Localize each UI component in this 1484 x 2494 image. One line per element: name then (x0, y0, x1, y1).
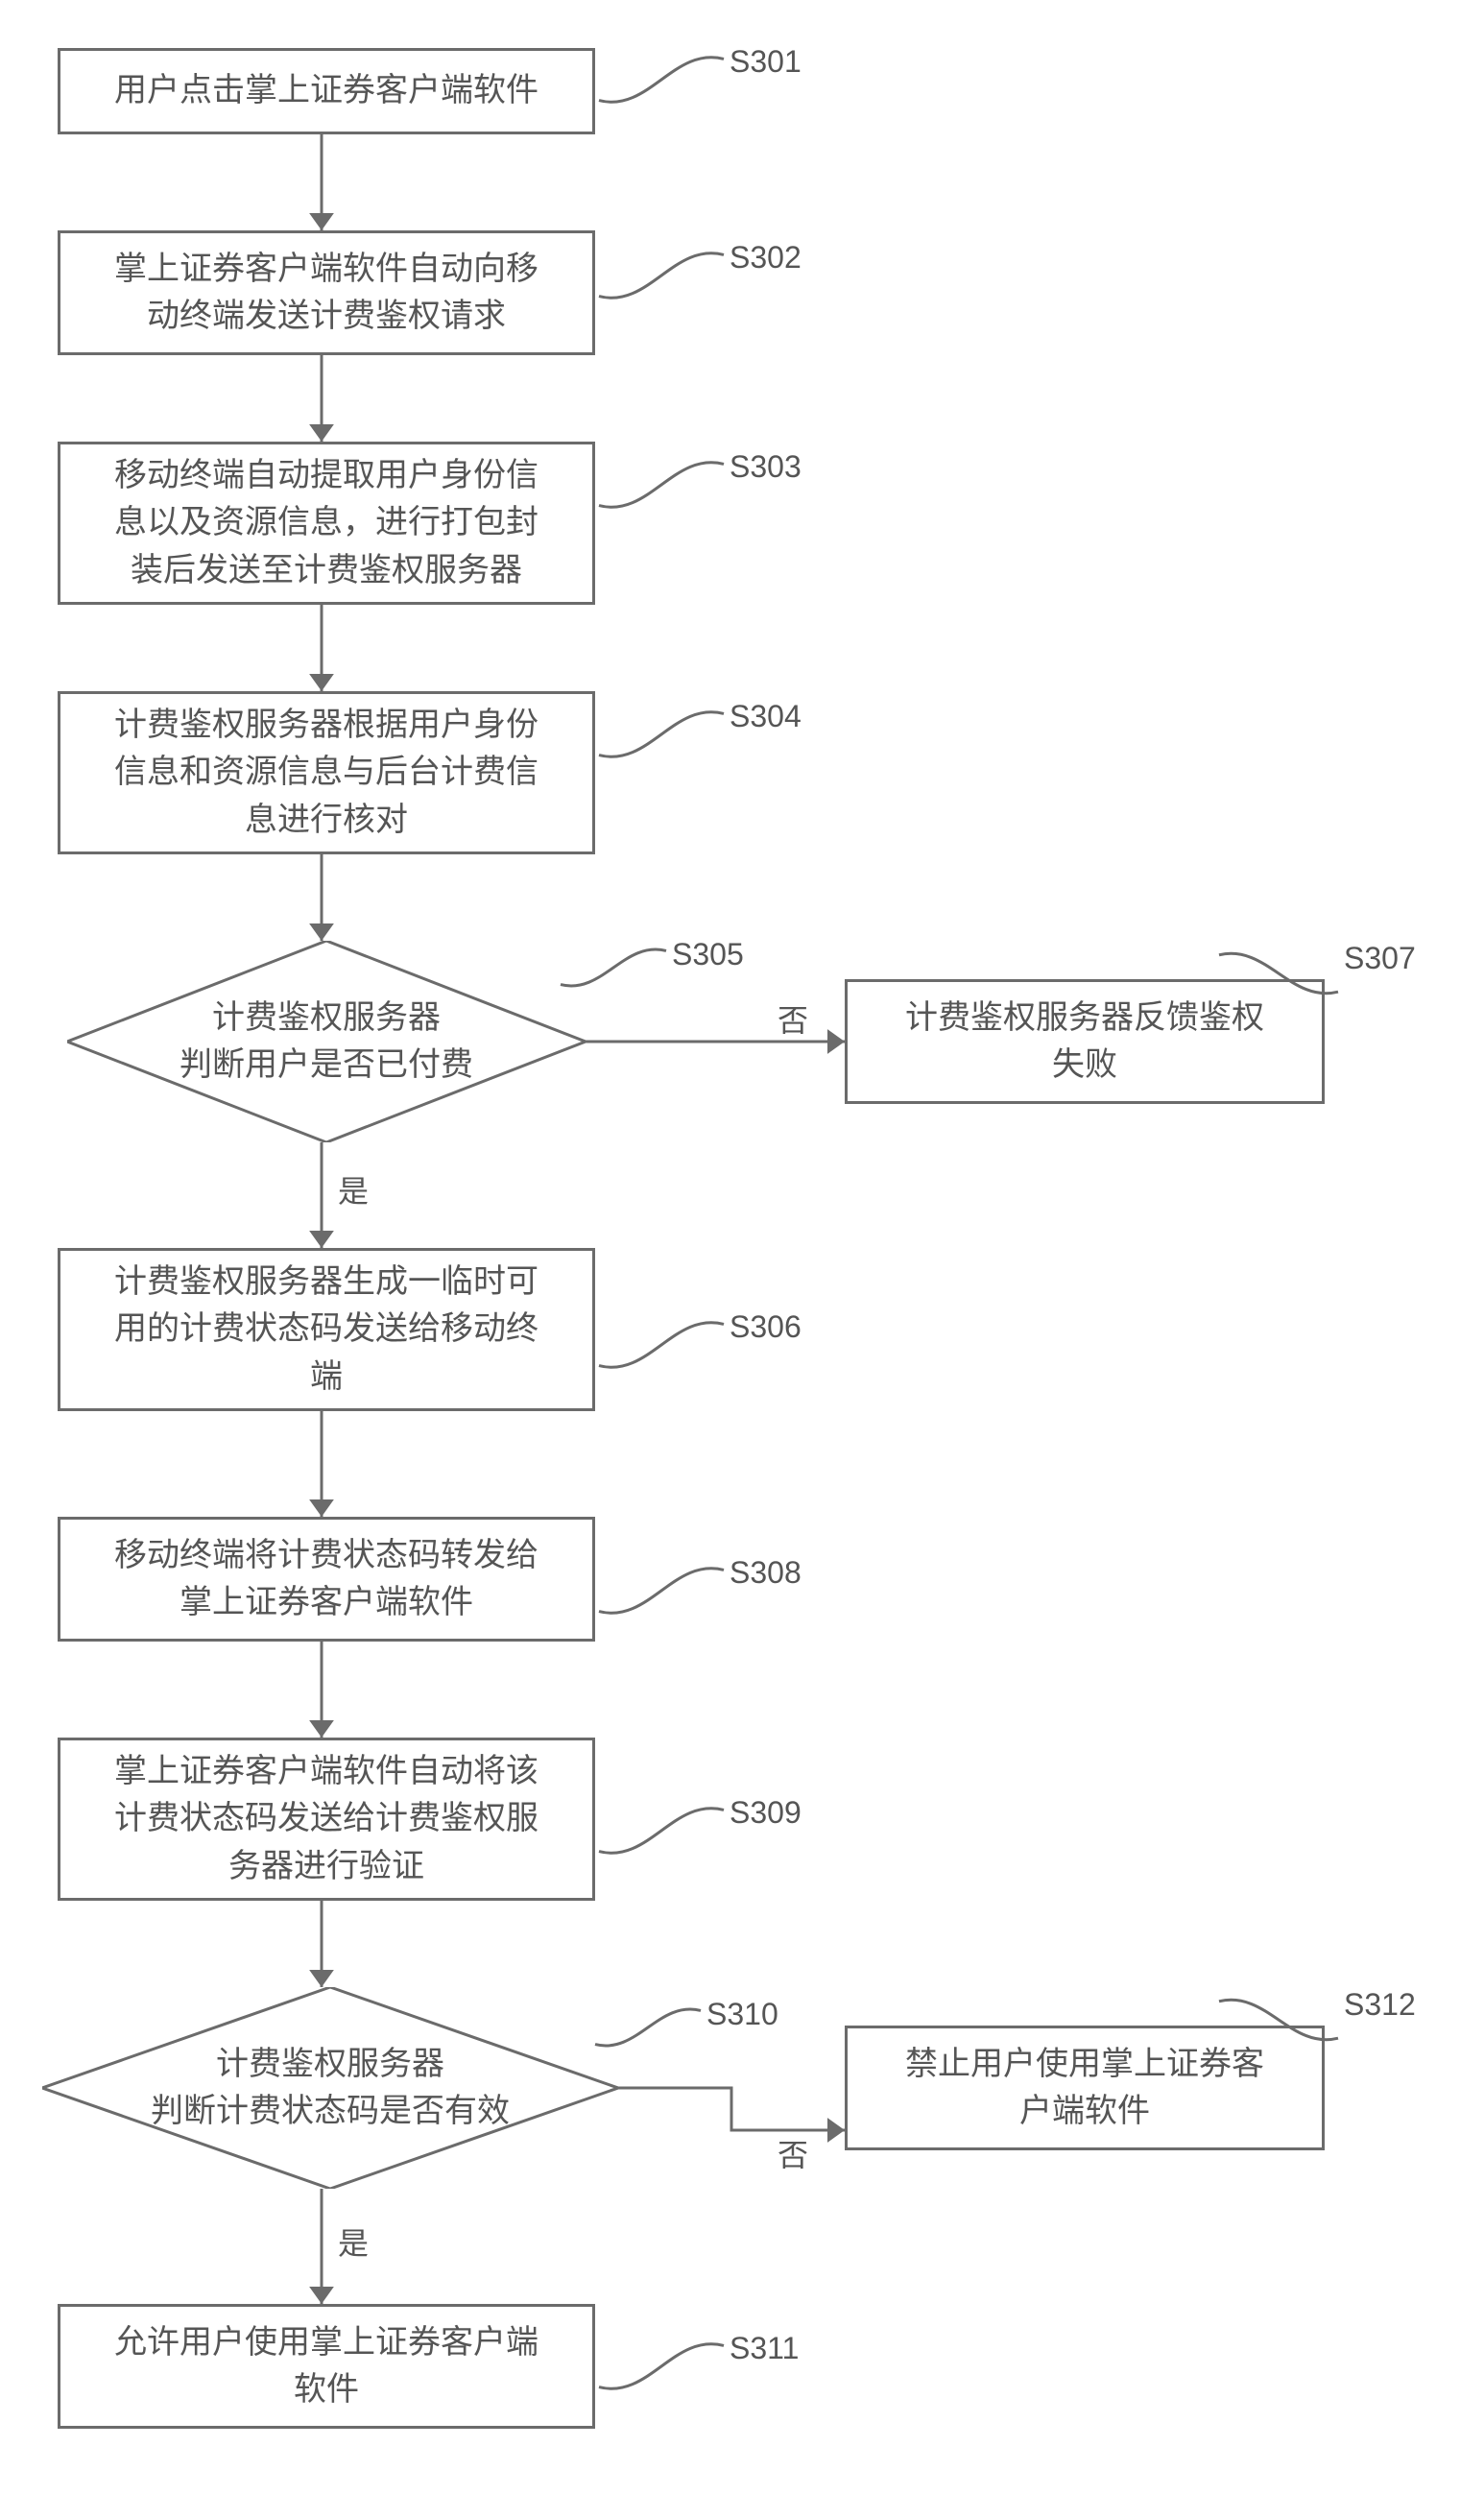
process-s303: 移动终端自动提取用户身份信息以及资源信息，进行打包封装后发送至计费鉴权服务器 (58, 442, 595, 605)
process-text: 计费鉴权服务器根据用户身份信息和资源信息与后台计费信息进行核对 (114, 702, 539, 844)
step-label-s312: S312 (1344, 1987, 1416, 2023)
flowchart-root: 用户点击掌上证券客户端软件掌上证券客户端软件自动向移动终端发送计费鉴权请求移动终… (19, 19, 1465, 2475)
edge-label-s310_yes: 是 (338, 2219, 369, 2264)
arrow-right (599, 2069, 864, 2149)
decision-text: 计费鉴权服务器判断计费状态码是否有效 (42, 1987, 618, 2189)
step-label-s303: S303 (730, 449, 802, 485)
arrow-down (302, 586, 341, 710)
leader-curve (599, 2340, 724, 2392)
decision-s305: 计费鉴权服务器判断用户是否已付费 (67, 941, 586, 1142)
process-s306: 计费鉴权服务器生成一临时可用的计费状态码发送给移动终端 (58, 1248, 595, 1411)
arrow-right (566, 1022, 864, 1061)
arrow-down (302, 1392, 341, 1536)
leader-curve (1219, 950, 1338, 996)
arrow-down (302, 336, 341, 461)
process-text: 移动终端自动提取用户身份信息以及资源信息，进行打包封装后发送至计费鉴权服务器 (114, 452, 539, 594)
step-label-s301: S301 (730, 44, 802, 80)
process-s312: 禁止用户使用掌上证券客户端软件 (845, 2026, 1325, 2150)
leader-curve (599, 1565, 724, 1617)
step-label-s308: S308 (730, 1555, 802, 1591)
leader-curve (599, 54, 724, 106)
process-text: 禁止用户使用掌上证券客户端软件 (905, 2041, 1264, 2136)
process-s309: 掌上证券客户端软件自动将该计费状态码发送给计费鉴权服务器进行验证 (58, 1738, 595, 1901)
leader-curve (599, 459, 724, 511)
leader-curve (599, 1805, 724, 1857)
process-text: 掌上证券客户端软件自动向移动终端发送计费鉴权请求 (114, 246, 539, 341)
process-text: 计费鉴权服务器生成一临时可用的计费状态码发送给移动终端 (114, 1259, 539, 1401)
leader-curve (1219, 1997, 1338, 2043)
leader-curve (599, 1319, 724, 1371)
arrow-down (302, 1123, 341, 1267)
step-label-s304: S304 (730, 699, 802, 734)
process-s307: 计费鉴权服务器反馈鉴权失败 (845, 979, 1325, 1104)
step-label-s311: S311 (730, 2331, 799, 2366)
edge-label-s305_yes: 是 (338, 1167, 369, 1211)
step-label-s306: S306 (730, 1309, 802, 1345)
process-text: 允许用户使用掌上证券客户端软件 (114, 2319, 539, 2414)
leader-curve (599, 708, 724, 760)
arrow-down (302, 115, 341, 250)
process-text: 计费鉴权服务器反馈鉴权失败 (905, 995, 1264, 1090)
step-label-s310: S310 (706, 1997, 778, 2032)
process-text: 用户点击掌上证券客户端软件 (114, 67, 539, 114)
process-text: 掌上证券客户端软件自动将该计费状态码发送给计费鉴权服务器进行验证 (114, 1748, 539, 1890)
arrow-down (302, 1882, 341, 2006)
arrow-down (302, 2170, 341, 2323)
step-label-s307: S307 (1344, 941, 1416, 976)
process-s304: 计费鉴权服务器根据用户身份信息和资源信息与后台计费信息进行核对 (58, 691, 595, 854)
step-label-s309: S309 (730, 1795, 802, 1831)
arrow-down (302, 835, 341, 960)
process-text: 移动终端将计费状态码转发给掌上证券客户端软件 (114, 1532, 539, 1627)
decision-s310: 计费鉴权服务器判断计费状态码是否有效 (42, 1987, 618, 2189)
leader-curve (561, 947, 666, 989)
decision-text: 计费鉴权服务器判断用户是否已付费 (67, 941, 586, 1142)
leader-curve (599, 250, 724, 301)
step-label-s302: S302 (730, 240, 802, 276)
step-label-s305: S305 (672, 937, 744, 972)
leader-curve (595, 2006, 701, 2049)
arrow-down (302, 1622, 341, 1757)
